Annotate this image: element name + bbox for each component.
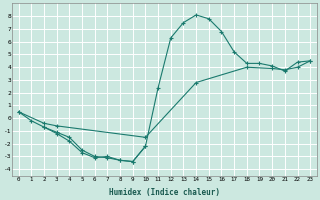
X-axis label: Humidex (Indice chaleur): Humidex (Indice chaleur) [109, 188, 220, 197]
